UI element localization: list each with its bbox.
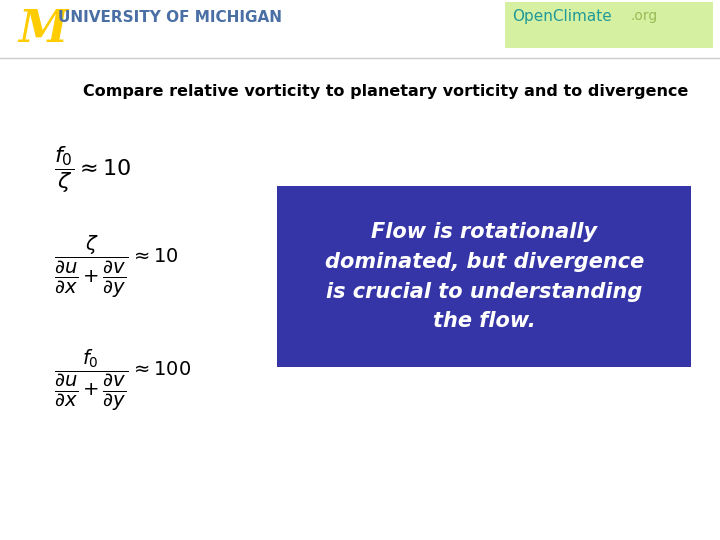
Text: Flow is rotationally
dominated, but divergence
is crucial to understanding
the f: Flow is rotationally dominated, but dive… — [325, 222, 644, 331]
Text: $\dfrac{\zeta}{\dfrac{\partial u}{\partial x}+\dfrac{\partial v}{\partial y}} \a: $\dfrac{\zeta}{\dfrac{\partial u}{\parti… — [54, 234, 179, 300]
FancyBboxPatch shape — [277, 186, 691, 367]
Text: OpenClimate: OpenClimate — [512, 9, 612, 24]
Text: M: M — [18, 8, 67, 51]
Text: $\dfrac{f_0}{\zeta} \approx 10$: $\dfrac{f_0}{\zeta} \approx 10$ — [54, 145, 131, 195]
FancyBboxPatch shape — [505, 2, 713, 48]
Text: $\dfrac{f_0}{\dfrac{\partial u}{\partial x}+\dfrac{\partial v}{\partial y}} \app: $\dfrac{f_0}{\dfrac{\partial u}{\partial… — [54, 348, 191, 414]
Text: Compare relative vorticity to planetary vorticity and to divergence: Compare relative vorticity to planetary … — [83, 84, 688, 99]
Text: UNIVERSITY OF MICHIGAN: UNIVERSITY OF MICHIGAN — [58, 10, 282, 25]
Text: .org: .org — [630, 9, 657, 23]
